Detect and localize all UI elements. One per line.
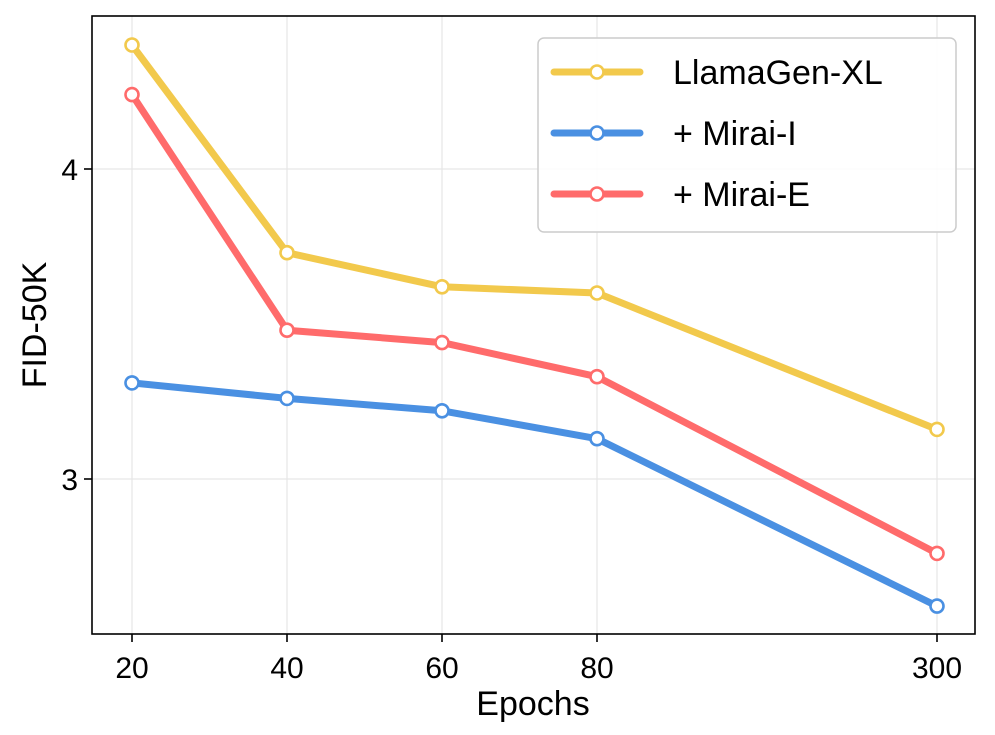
axis-ticks: 20 40 60 80 300 3 4: [61, 154, 962, 685]
y-tick-label: 3: [61, 464, 78, 497]
series-point: [929, 421, 945, 438]
legend-label: + Mirai-I: [673, 115, 797, 153]
legend: LlamaGen-XL + Mirai-I + Mirai-E: [537, 37, 957, 233]
legend-label: + Mirai-E: [673, 176, 810, 214]
series-point: [279, 244, 295, 261]
x-tick-label: 20: [115, 652, 148, 685]
plot-frame: [91, 15, 976, 635]
legend-marker: [589, 186, 605, 202]
legend-marker: [589, 125, 605, 141]
series-point: [434, 278, 450, 295]
legend-marker: [589, 64, 605, 80]
series-point: [434, 402, 450, 419]
series-point: [279, 390, 295, 407]
series-point: [929, 545, 945, 562]
series-point: [589, 368, 605, 385]
series-point: [589, 430, 605, 447]
legend-label: LlamaGen-XL: [673, 54, 883, 92]
y-tick-label: 4: [61, 154, 78, 187]
x-tick-label: 40: [270, 652, 303, 685]
x-tick-label: 60: [425, 652, 458, 685]
series-point: [589, 285, 605, 301]
legend-box: [537, 37, 957, 233]
series-point: [124, 37, 140, 53]
x-tick-label: 80: [580, 652, 613, 685]
x-axis-label: Epochs: [476, 685, 589, 723]
series-point: [434, 334, 450, 351]
series-group: [124, 37, 945, 614]
series-point: [124, 86, 140, 103]
series-point: [929, 598, 945, 614]
x-tick-label: 300: [912, 652, 962, 685]
series-point: [124, 375, 140, 391]
y-axis-label: FID-50K: [16, 261, 54, 388]
series-point: [279, 322, 295, 339]
